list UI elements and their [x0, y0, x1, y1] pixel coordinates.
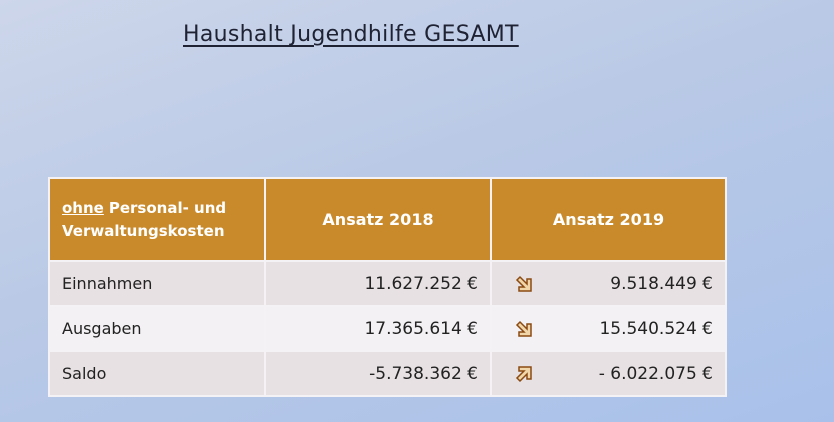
row: Ausgaben 17.365.614 € 15.540.524 €: [48, 305, 727, 352]
arrow-up-icon: [515, 366, 532, 383]
row-label: Ausgaben: [48, 305, 266, 352]
row: Einnahmen 11.627.252 € 9.518.449 €: [48, 260, 727, 307]
header-text: Personal- und Verwaltungskosten: [62, 198, 227, 240]
header-row: ohne Personal- und Verwaltungskosten Ansa…: [48, 177, 727, 262]
slide-title: Haushalt Jugendhilfe GESAMT: [183, 22, 519, 47]
row: Saldo -5.738.362 € - 6.022.075 €: [48, 350, 727, 397]
header-cell: Ansatz 2018: [264, 177, 492, 262]
row-label: Einnahmen: [48, 260, 266, 307]
cell: - 6.022.075 €: [490, 350, 727, 397]
cell-text: 15.540.524 €: [599, 318, 713, 339]
arrow-down-icon: [515, 320, 532, 337]
cell: -5.738.362 €: [264, 350, 492, 397]
header-cell: ohne Personal- und Verwaltungskosten: [48, 177, 266, 262]
cell: 11.627.252 €: [264, 260, 492, 307]
cell-text: 9.518.449 €: [610, 273, 713, 294]
cell: 17.365.614 €: [264, 305, 492, 352]
arrow-down-icon: [515, 275, 532, 292]
budget-table: ohne Personal- und Verwaltungskosten Ansa…: [48, 177, 727, 397]
cell-text: - 6.022.075 €: [598, 363, 713, 384]
cell: 15.540.524 €: [490, 305, 727, 352]
header-cell: Ansatz 2019: [490, 177, 727, 262]
underlined-word: ohne: [62, 198, 104, 217]
row-label: Saldo: [48, 350, 266, 397]
cell: 9.518.449 €: [490, 260, 727, 307]
